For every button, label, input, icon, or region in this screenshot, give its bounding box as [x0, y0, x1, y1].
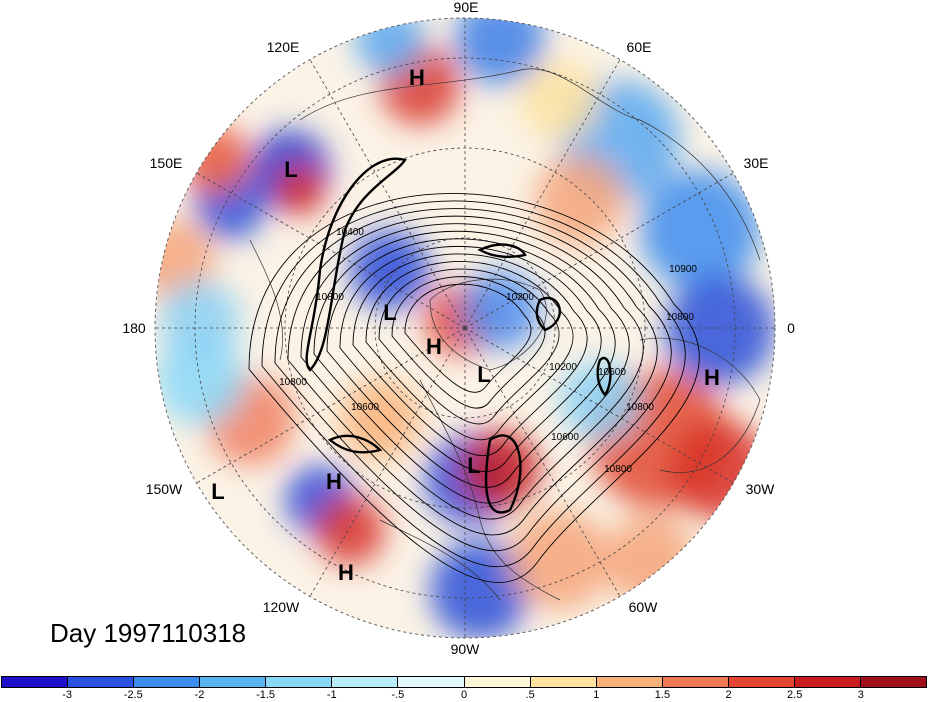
- colorbar-swatch: [794, 677, 862, 687]
- longitude-label: 90W: [451, 641, 481, 657]
- longitude-label: 30W: [746, 481, 776, 497]
- colorbar-tick-label: 1.5: [654, 689, 671, 701]
- colorbar-swatch: [2, 677, 69, 687]
- longitude-label: 120E: [267, 39, 300, 55]
- longitude-label: 90E: [454, 0, 479, 15]
- colorbar-ticks: -3 -2.5 -2 -1.5 -1 -.5 0 .5 1 1.5 2 2.5 3: [1, 689, 927, 702]
- colorbar-swatch: [596, 677, 663, 687]
- contour-label: 10800: [604, 464, 632, 475]
- longitude-label: 60E: [627, 39, 652, 55]
- longitude-label: 120W: [263, 599, 300, 615]
- contour-label: 10600: [598, 367, 626, 378]
- high-pressure-label: H: [704, 365, 720, 390]
- colorbar-tick-label: 2: [725, 689, 732, 701]
- colorbar-swatch: [464, 677, 531, 687]
- low-pressure-label: L: [284, 157, 297, 182]
- colorbar: [1, 676, 927, 688]
- contour-label: 10200: [506, 292, 534, 303]
- low-pressure-label: L: [477, 362, 490, 387]
- high-pressure-label: H: [409, 65, 425, 90]
- colorbar-swatch: [398, 677, 465, 687]
- longitude-label: 150W: [146, 481, 183, 497]
- colorbar-tick-label: -2: [194, 689, 205, 701]
- colorbar-tick-label: -1.5: [256, 689, 276, 701]
- longitude-label: 0: [787, 320, 795, 336]
- contour-label: 10400: [336, 227, 364, 238]
- colorbar-swatch: [861, 677, 927, 687]
- low-pressure-label: L: [383, 300, 396, 325]
- colorbar-swatch: [662, 677, 729, 687]
- colorbar-swatch: [200, 677, 267, 687]
- colorbar-tick-label: -1: [326, 689, 337, 701]
- colorbar-swatch: [68, 677, 135, 687]
- high-pressure-label: H: [338, 560, 354, 585]
- contour-label: 10800: [626, 402, 654, 413]
- high-pressure-label: H: [426, 334, 442, 359]
- low-pressure-label: L: [467, 453, 480, 478]
- map-boundary: [154, 17, 776, 639]
- contour-label: 10900: [669, 264, 697, 275]
- contour-label: 10600: [351, 402, 379, 413]
- colorbar-tick-label: -.5: [391, 689, 405, 701]
- contour-label: 10800: [279, 377, 307, 388]
- contour-label: 10600: [551, 432, 579, 443]
- high-pressure-label: H: [326, 469, 342, 494]
- contour-label: 10800: [316, 292, 344, 303]
- longitude-label: 60W: [629, 599, 659, 615]
- longitude-label: 150E: [150, 155, 183, 171]
- longitude-label: 180: [122, 320, 146, 336]
- colorbar-swatch: [530, 677, 597, 687]
- colorbar-swatch: [332, 677, 399, 687]
- colorbar-tick-label: .5: [525, 689, 535, 701]
- date-caption: Day 1997110318: [50, 618, 247, 648]
- colorbar-tick-label: 1: [593, 689, 600, 701]
- colorbar-tick-label: 0: [460, 689, 468, 701]
- contour-label: 10200: [549, 362, 577, 373]
- colorbar-tick-label: 2.5: [787, 689, 803, 701]
- colorbar-swatch: [728, 677, 795, 687]
- colorbar-tick-label: -3: [62, 689, 73, 701]
- colorbar-swatch: [134, 677, 201, 687]
- colorbar-swatch: [266, 677, 333, 687]
- contour-label: 10800: [666, 312, 694, 323]
- low-pressure-label: L: [211, 479, 224, 504]
- colorbar-tick-label: 3: [857, 689, 864, 701]
- colorbar-tick-label: -2.5: [123, 689, 143, 701]
- polar-map: 10400 10800 10600 10200 10600 10800 10900 10800…: [122, 0, 795, 657]
- anomaly-field: 10400 10800 10600 10200 10600 10800 10900 10800…: [155, 18, 775, 638]
- longitude-label: 30E: [744, 155, 769, 171]
